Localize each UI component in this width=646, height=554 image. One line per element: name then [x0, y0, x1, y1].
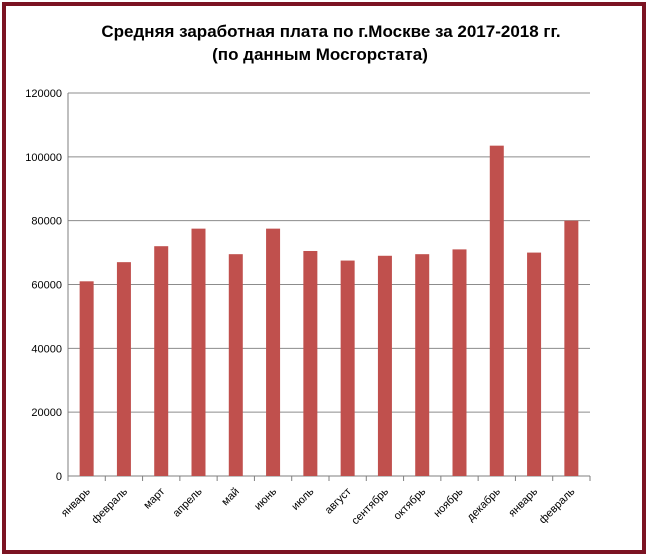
chart-title: Средняя заработная плата по г.Москве за …: [101, 22, 561, 41]
y-tick-label: 100000: [25, 152, 62, 164]
bar: [564, 220, 579, 476]
x-tick-label: январь: [506, 485, 540, 519]
bar: [79, 281, 94, 476]
bar: [266, 228, 281, 476]
x-tick-label: декабрь: [465, 485, 503, 523]
y-tick-label: 60000: [31, 280, 62, 292]
y-tick-label: 20000: [31, 407, 62, 419]
x-tick-label: июль: [289, 485, 316, 512]
chart-subtitle: (по данным Мосгорстата): [212, 45, 428, 64]
x-tick-label: январь: [59, 485, 93, 519]
bar: [340, 260, 355, 476]
x-tick-label: апрель: [171, 485, 205, 519]
x-tick-label: июнь: [252, 485, 279, 512]
bar: [527, 252, 542, 476]
bar: [228, 254, 243, 476]
bar: [191, 228, 206, 476]
x-tick-label: ноябрь: [431, 485, 465, 519]
y-tick-label: 40000: [31, 343, 62, 355]
y-tick-label: 80000: [31, 216, 62, 228]
bar: [415, 254, 430, 476]
bar: [303, 250, 318, 476]
y-tick-label: 0: [56, 471, 62, 483]
x-tick-label: февраль: [89, 485, 130, 526]
x-tick-label: май: [219, 486, 242, 509]
x-tick-label: сентябрь: [349, 485, 391, 527]
chart-title-block: Средняя заработная плата по г.Москве за …: [0, 20, 640, 66]
bar: [452, 249, 467, 476]
x-tick-label: февраль: [537, 485, 578, 526]
x-tick-label: октябрь: [391, 485, 428, 522]
x-tick-label: август: [323, 486, 354, 517]
bar: [377, 255, 392, 476]
y-tick-label: 120000: [25, 88, 62, 100]
bar: [489, 145, 504, 476]
bar: [154, 246, 169, 476]
x-tick-label: март: [141, 486, 167, 512]
bar: [116, 262, 131, 476]
